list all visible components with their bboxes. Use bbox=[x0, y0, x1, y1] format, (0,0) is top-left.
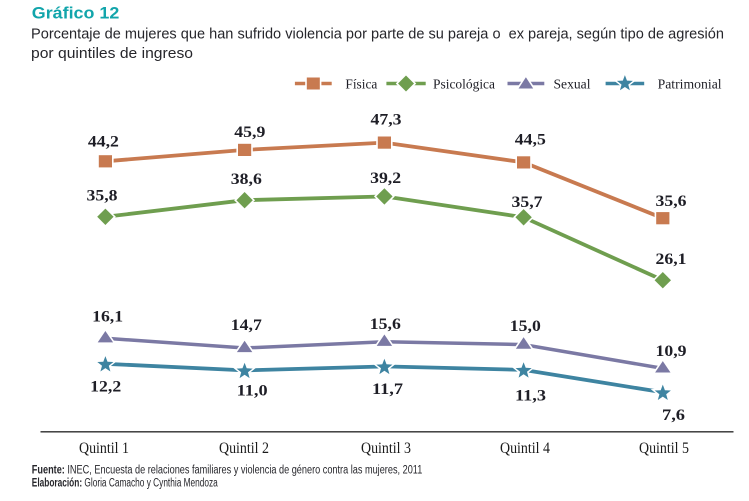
svg-text:Gráfico 12: Gráfico 12 bbox=[32, 5, 120, 23]
svg-text:Patrimonial: Patrimonial bbox=[658, 77, 722, 92]
svg-text:Sexual: Sexual bbox=[554, 77, 591, 92]
svg-text:Quintil 3: Quintil 3 bbox=[361, 440, 411, 457]
svg-text:Porcentaje de mujeres que han: Porcentaje de mujeres que han sufrido vi… bbox=[31, 26, 724, 43]
svg-text:44,5: 44,5 bbox=[515, 131, 546, 148]
svg-text:38,6: 38,6 bbox=[231, 171, 262, 188]
svg-text:39,2: 39,2 bbox=[370, 170, 401, 187]
svg-text:11,7: 11,7 bbox=[372, 381, 403, 398]
svg-text:44,2: 44,2 bbox=[88, 134, 119, 151]
svg-text:47,3: 47,3 bbox=[371, 111, 402, 128]
svg-text:Física: Física bbox=[345, 77, 378, 92]
svg-text:15,0: 15,0 bbox=[510, 318, 541, 335]
svg-text:por quintiles de ingreso: por quintiles de ingreso bbox=[31, 45, 193, 62]
svg-text:Quintil 5: Quintil 5 bbox=[639, 440, 689, 457]
svg-text:35,8: 35,8 bbox=[87, 187, 118, 204]
svg-text:14,7: 14,7 bbox=[231, 317, 262, 334]
svg-text:11,0: 11,0 bbox=[237, 383, 268, 400]
svg-text:Quintil 2: Quintil 2 bbox=[219, 440, 269, 457]
svg-text:26,1: 26,1 bbox=[656, 251, 687, 268]
svg-text:Psicológica: Psicológica bbox=[433, 77, 496, 92]
svg-text:12,2: 12,2 bbox=[90, 378, 121, 395]
svg-text:16,1: 16,1 bbox=[92, 309, 123, 326]
svg-text:35,7: 35,7 bbox=[512, 194, 543, 211]
svg-text:45,9: 45,9 bbox=[234, 124, 265, 141]
svg-text:15,6: 15,6 bbox=[370, 316, 401, 333]
svg-text:Elaboración: Gloria Camacho y: Elaboración: Gloria Camacho y Cynthia Me… bbox=[32, 477, 218, 489]
svg-text:Quintil 1: Quintil 1 bbox=[79, 440, 129, 457]
svg-text:10,9: 10,9 bbox=[656, 343, 687, 360]
svg-text:Quintil 4: Quintil 4 bbox=[500, 440, 550, 457]
svg-text:Fuente: INEC, Encuesta de rela: Fuente: INEC, Encuesta de relaciones fam… bbox=[32, 464, 423, 476]
svg-text:11,3: 11,3 bbox=[515, 387, 546, 404]
svg-text:35,6: 35,6 bbox=[656, 193, 687, 210]
svg-text:7,6: 7,6 bbox=[662, 407, 685, 424]
